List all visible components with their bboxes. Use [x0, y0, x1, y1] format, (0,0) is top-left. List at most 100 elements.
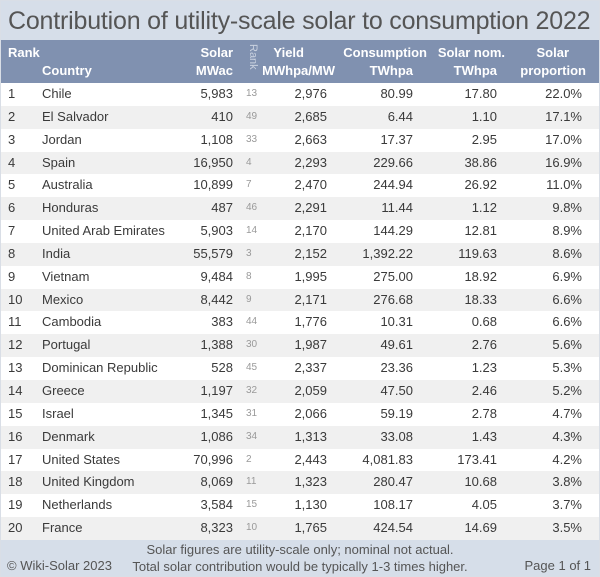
proportion-cell: 5.3% [552, 360, 582, 376]
proportion-cell: 4.2% [552, 451, 582, 467]
rank-cell: 3 [8, 131, 16, 147]
yield-cell: 2,293 [294, 154, 327, 170]
solar-mwac-cell: 9,484 [200, 268, 233, 284]
table-row: 14 Greece 1,197 32 2,059 47.50 2.46 5.2% [1, 379, 599, 403]
rank-cell: 18 [8, 474, 23, 490]
yield-cell: 1,987 [294, 337, 327, 353]
table-row: 1 Chile 5,983 13 2,976 80.99 17.80 22.0% [1, 83, 599, 106]
header-rank: Rank [8, 45, 40, 60]
solar-nom-cell: 14.69 [464, 520, 497, 536]
rank-cell: 8 [8, 245, 16, 261]
proportion-cell: 6.9% [552, 268, 582, 284]
header-solar-rank: Rank [247, 44, 259, 70]
solar-rank-cell: 31 [246, 407, 258, 419]
footer: © Wiki-Solar 2023 Solar figures are util… [1, 540, 599, 576]
solar-rank-cell: 34 [246, 430, 258, 442]
table-header: Rank Country Solar MWac Rank Yield MWhpa… [1, 40, 599, 83]
yield-cell: 2,171 [294, 291, 327, 307]
table-row: 10 Mexico 8,442 9 2,171 276.68 18.33 6.6% [1, 288, 599, 312]
solar-nom-cell: 1.23 [471, 360, 497, 376]
solar-nom-cell: 26.92 [464, 177, 497, 193]
solar-rank-cell: 49 [246, 110, 258, 122]
proportion-cell: 17.1% [545, 108, 582, 124]
country-cell: Vietnam [42, 268, 90, 284]
yield-cell: 2,976 [294, 86, 327, 101]
yield-cell: 2,685 [294, 108, 327, 124]
proportion-cell: 3.7% [552, 497, 582, 513]
country-cell: Mexico [42, 291, 84, 307]
table-row: 13 Dominican Republic 528 45 2,337 23.36 1.23 5… [1, 357, 599, 380]
proportion-cell: 4.7% [552, 405, 582, 421]
header-consumption-unit: TWhpa [369, 63, 413, 78]
yield-cell: 1,313 [294, 428, 327, 444]
solar-mwac-cell: 5,983 [200, 86, 233, 101]
consumption-cell: 49.61 [380, 337, 413, 353]
rank-cell: 10 [8, 291, 23, 307]
rank-cell: 15 [8, 405, 23, 421]
solar-nom-cell: 2.76 [471, 337, 497, 353]
rank-cell: 6 [8, 200, 16, 216]
header-solar: Solar [200, 45, 233, 60]
solar-nom-cell: 2.46 [471, 382, 497, 398]
header-solar-nom: Solar nom. [437, 45, 505, 60]
solar-mwac-cell: 3,584 [200, 497, 233, 513]
table-row: 6 Honduras 487 46 2,291 11.44 1.12 9.8% [1, 197, 599, 221]
consumption-cell: 1,392.22 [362, 245, 413, 261]
consumption-cell: 33.08 [380, 428, 413, 444]
country-cell: El Salvador [42, 108, 109, 124]
header-proportion: Solar [536, 45, 569, 60]
country-cell: Denmark [42, 428, 95, 444]
table-row: 16 Denmark 1,086 34 1,313 33.08 1.43 4.3% [1, 425, 599, 449]
table-row: 8 India 55,579 3 2,152 1,392.22 119.63 8.6% [1, 242, 599, 266]
country-cell: Honduras [42, 200, 99, 216]
rank-cell: 13 [8, 360, 23, 376]
proportion-cell: 5.6% [552, 337, 582, 353]
solar-rank-cell: 4 [246, 156, 252, 168]
table-row: 4 Spain 16,950 4 2,293 229.66 38.86 16.9% [1, 151, 599, 175]
table-body: 1 Chile 5,983 13 2,976 80.99 17.80 22.0% 2 El Sal… [1, 83, 599, 540]
yield-cell: 2,443 [294, 451, 327, 467]
solar-rank-cell: 13 [246, 88, 258, 99]
page-title: Contribution of utility-scale solar to c… [1, 1, 599, 40]
yield-cell: 2,152 [294, 245, 327, 261]
copyright: © Wiki-Solar 2023 [7, 558, 112, 573]
consumption-cell: 80.99 [380, 86, 413, 101]
rank-cell: 14 [8, 382, 23, 398]
solar-nom-cell: 17.80 [464, 86, 497, 101]
solar-rank-cell: 10 [246, 522, 258, 534]
table-row: 20 France 8,323 10 1,765 424.54 14.69 3.5% [1, 517, 599, 540]
header-solar-unit: MWac [195, 63, 233, 78]
rank-cell: 19 [8, 497, 23, 513]
solar-rank-cell: 33 [246, 133, 258, 145]
consumption-cell: 17.37 [380, 131, 413, 147]
footnote: Solar figures are utility-scale only; no… [1, 541, 599, 575]
country-cell: Israel [42, 405, 74, 421]
proportion-cell: 5.2% [552, 382, 582, 398]
consumption-cell: 144.29 [373, 223, 413, 239]
solar-nom-cell: 119.63 [458, 245, 497, 261]
solar-mwac-cell: 8,442 [200, 291, 233, 307]
proportion-cell: 3.5% [552, 520, 582, 536]
yield-cell: 2,059 [294, 382, 327, 398]
solar-rank-cell: 2 [246, 453, 252, 465]
header-consumption: Consumption [343, 45, 427, 60]
solar-rank-cell: 15 [246, 499, 258, 511]
solar-nom-cell: 18.33 [464, 291, 497, 307]
solar-rank-cell: 8 [246, 270, 252, 282]
yield-cell: 2,337 [294, 360, 327, 376]
page-number: Page 1 of 1 [524, 558, 592, 573]
table-row: 15 Israel 1,345 31 2,066 59.19 2.78 4.7% [1, 403, 599, 426]
consumption-cell: 244.94 [373, 177, 413, 193]
rank-cell: 11 [8, 314, 22, 330]
country-cell: Australia [42, 177, 93, 193]
proportion-cell: 6.6% [552, 291, 582, 307]
proportion-cell: 11.0% [546, 177, 582, 193]
proportion-cell: 6.6% [552, 314, 582, 330]
proportion-cell: 22.0% [545, 86, 582, 101]
table-row: 12 Portugal 1,388 30 1,987 49.61 2.76 5.6% [1, 334, 599, 358]
solar-rank-cell: 30 [246, 339, 258, 351]
yield-cell: 2,066 [294, 405, 327, 421]
proportion-cell: 3.8% [552, 474, 582, 490]
solar-nom-cell: 173.41 [457, 451, 497, 467]
country-cell: Portugal [42, 337, 91, 353]
